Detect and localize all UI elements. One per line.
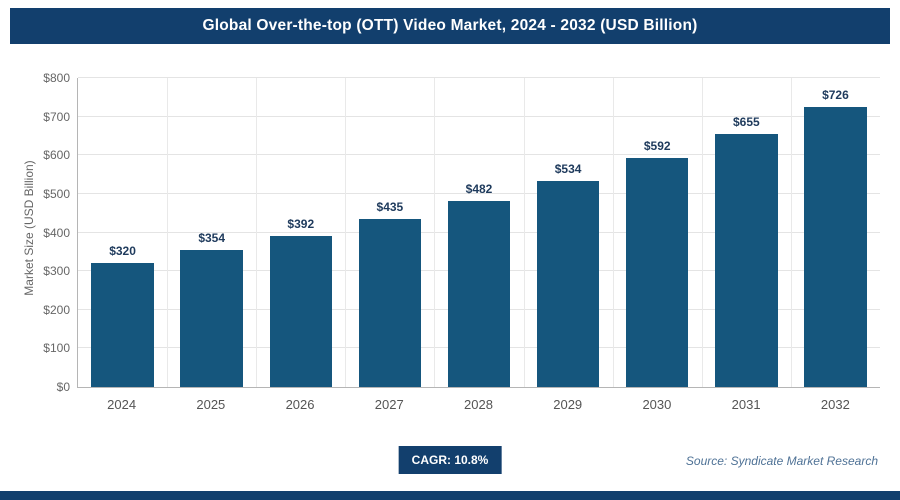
bar-slot: $482 xyxy=(434,78,523,387)
bar-value-label: $435 xyxy=(376,199,404,214)
gridline-vertical xyxy=(434,78,436,387)
x-tick-label: 2030 xyxy=(642,397,672,412)
x-tick-label: 2027 xyxy=(374,397,404,412)
y-tick-label: $100 xyxy=(43,341,70,356)
bar xyxy=(180,250,243,387)
gridline-vertical xyxy=(256,78,258,387)
bar-slot: $435 xyxy=(345,78,434,387)
bar-slot: $726 xyxy=(791,78,880,387)
bar-slot: $534 xyxy=(524,78,613,387)
cagr-badge: CAGR: 10.8% xyxy=(398,446,502,474)
gridline-vertical xyxy=(167,78,169,387)
bar-value-label: $354 xyxy=(198,231,226,246)
y-axis-title: Market Size (USD Billion) xyxy=(22,160,36,296)
bar-value-label: $482 xyxy=(465,181,493,196)
y-tick-label: $800 xyxy=(43,71,70,85)
x-tick-label: 2026 xyxy=(285,397,315,412)
x-tick-label: 2032 xyxy=(820,397,850,412)
gridline-vertical xyxy=(701,78,703,387)
bar xyxy=(447,200,511,387)
x-tick-label: 2025 xyxy=(196,397,226,412)
bar-value-label: $726 xyxy=(822,87,849,102)
y-tick-label: $0 xyxy=(56,380,70,394)
bar xyxy=(626,158,689,387)
bar-slot: $354 xyxy=(167,78,256,387)
bars-row: $320 $354 $392 $435 $482 $534 $592 $655 $726 xyxy=(78,78,880,387)
gridline-vertical xyxy=(523,78,525,387)
gridline-horizontal xyxy=(78,192,880,194)
y-tick-label: $400 xyxy=(43,225,70,240)
bar-slot: $392 xyxy=(256,78,345,387)
chart-footer: CAGR: 10.8% Source: Syndicate Market Res… xyxy=(0,446,900,476)
y-tick-label: $300 xyxy=(43,264,70,279)
gridline-horizontal xyxy=(78,154,880,156)
bar-value-label: $534 xyxy=(554,161,582,176)
bar-slot: $592 xyxy=(613,78,702,387)
gridline-horizontal xyxy=(78,115,880,117)
bar xyxy=(715,134,778,387)
chart-area: Market Size (USD Billion) $320 $354 $392 $4… xyxy=(15,71,885,418)
bar xyxy=(804,106,867,387)
bar-value-label: $655 xyxy=(732,115,760,130)
x-tick-label: 2031 xyxy=(731,397,761,412)
x-tick-label: 2028 xyxy=(464,397,493,412)
x-tick-label: 2029 xyxy=(553,397,583,412)
x-tick-label: 2024 xyxy=(107,397,137,412)
y-tick-label: $700 xyxy=(43,109,70,124)
bottom-accent-bar xyxy=(0,491,900,500)
chart-title-bar: Global Over-the-top (OTT) Video Market, … xyxy=(10,8,890,44)
plot-area: $320 $354 $392 $435 $482 $534 $592 $655 $726 $0 $… xyxy=(43,71,880,394)
bar-value-label: $392 xyxy=(287,216,315,231)
x-axis-labels: 2024 2025 2026 2027 2028 2029 2030 2031 2032 xyxy=(77,388,880,418)
bar xyxy=(91,263,154,387)
bar-slot: $655 xyxy=(702,78,791,387)
bar-value-label: $592 xyxy=(643,139,671,154)
gridline-horizontal xyxy=(78,77,880,78)
bar xyxy=(269,235,332,387)
bar xyxy=(358,218,422,387)
source-note: Source: Syndicate Market Research xyxy=(685,454,878,468)
bar-value-label: $320 xyxy=(109,244,136,259)
gridline-vertical xyxy=(612,78,614,387)
gridline-vertical xyxy=(790,78,792,387)
y-tick-label: $500 xyxy=(43,186,70,201)
y-tick-label: $600 xyxy=(43,148,70,163)
gridline-vertical xyxy=(345,78,347,387)
bar xyxy=(536,180,600,387)
y-tick-label: $200 xyxy=(43,302,70,317)
bar-slot: $320 xyxy=(78,78,167,387)
